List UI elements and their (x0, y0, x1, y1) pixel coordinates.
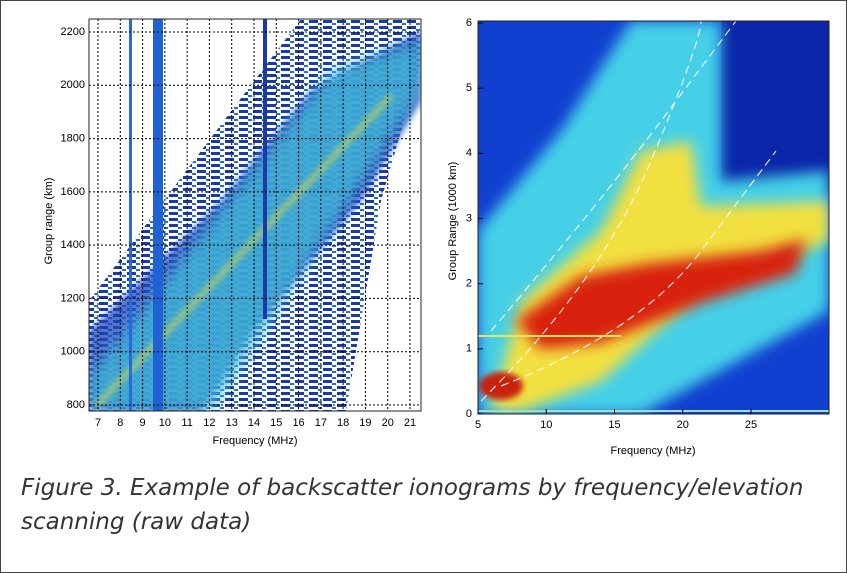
x-tick-label: 5 (475, 419, 481, 431)
y-tick-label: 2000 (61, 79, 85, 91)
x-tick-label: 9 (140, 417, 146, 429)
y-tick-label: 1800 (61, 132, 85, 144)
y-tick-label: 2 (466, 278, 472, 290)
x-axis-title: Frequency (MHz) (611, 445, 696, 457)
x-tick-label: 21 (404, 417, 416, 429)
x-tick-label: 12 (203, 417, 215, 429)
y-tick-label: 800 (67, 399, 85, 411)
x-tick-label: 10 (540, 419, 552, 431)
y-tick-label: 1400 (61, 239, 85, 251)
x-tick-label: 20 (677, 419, 689, 431)
y-tick-label: 4 (466, 147, 472, 159)
x-tick-label: 7 (95, 417, 101, 429)
x-tick-label: 8 (117, 417, 123, 429)
x-tick-label: 13 (226, 417, 238, 429)
y-tick-label: 6 (466, 17, 472, 29)
y-tick-label: 5 (466, 82, 472, 94)
x-tick-label: 17 (315, 417, 327, 429)
x-tick-label: 25 (745, 419, 757, 431)
x-tick-label: 14 (248, 417, 260, 429)
y-tick-label: 1 (466, 343, 472, 355)
y-axis-title: Group range (km) (43, 178, 55, 265)
x-tick-label: 11 (181, 417, 192, 429)
figure: Group range (km) Frequency (MHz) Group R… (43, 17, 830, 457)
x-tick-label: 10 (159, 417, 171, 429)
x-tick-label: 20 (382, 417, 394, 429)
x-tick-label: 15 (270, 417, 282, 429)
right-ionogram (478, 21, 829, 414)
left-ionogram (89, 19, 421, 411)
y-tick-label: 2200 (61, 26, 85, 38)
caption: Figure 3. Example of backscatter ionogra… (21, 475, 804, 535)
x-tick-label: 15 (608, 419, 620, 431)
x-tick-label: 18 (337, 417, 349, 429)
y-tick-label: 1000 (61, 346, 85, 358)
x-tick-label: 19 (359, 417, 371, 429)
x-tick-label: 16 (292, 417, 304, 429)
x-axis-title: Frequency (MHz) (213, 435, 298, 447)
y-tick-label: 0 (466, 408, 472, 420)
y-tick-label: 1200 (61, 292, 85, 304)
y-tick-label: 3 (466, 212, 472, 224)
y-tick-label: 1600 (61, 186, 85, 198)
y-axis-title: Group Range (1000 km) (447, 162, 459, 281)
